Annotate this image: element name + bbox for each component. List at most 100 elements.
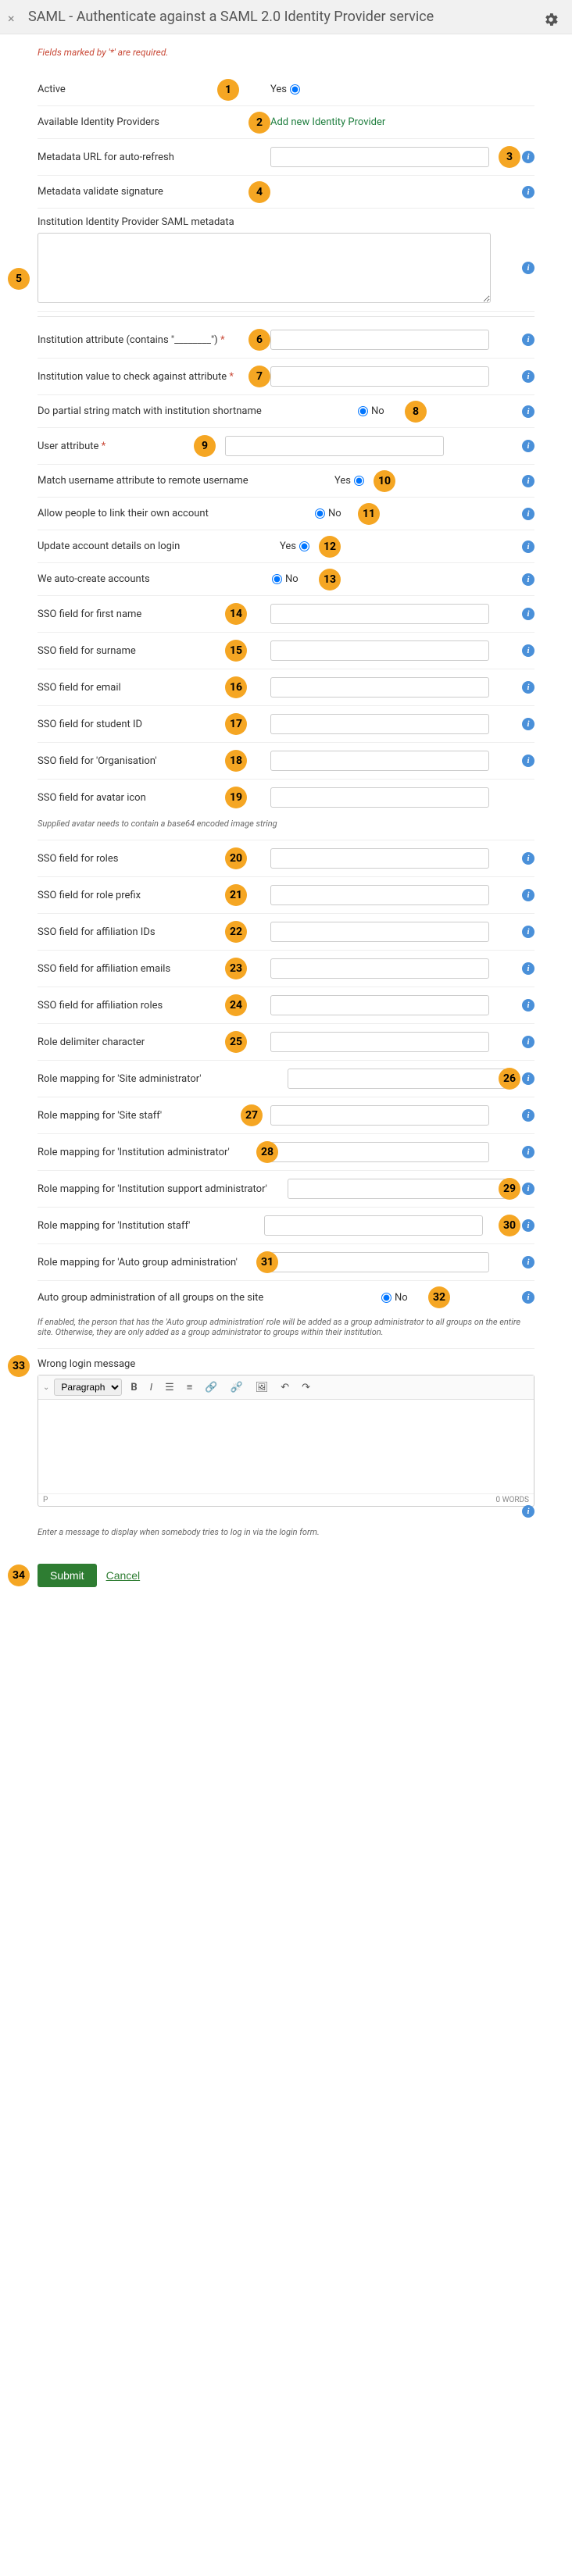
italic-icon[interactable]: I (146, 1380, 156, 1395)
label-update-account: Update account details on login (38, 541, 280, 552)
label-rolemap-autogroup: Role mapping for 'Auto group administrat… (38, 1257, 270, 1268)
sso-aff-emails-input[interactable] (270, 958, 489, 979)
allow-link-no[interactable]: No (315, 508, 341, 519)
paragraph-select[interactable]: Paragraph (54, 1379, 122, 1396)
badge-20: 20 (225, 847, 247, 869)
match-username-yes[interactable]: Yes (334, 475, 364, 487)
close-icon[interactable]: × (8, 11, 15, 26)
info-icon[interactable]: i (522, 1219, 534, 1232)
info-icon[interactable]: i (522, 475, 534, 487)
institution-value-input[interactable] (270, 366, 489, 387)
badge-23: 23 (225, 958, 247, 979)
field-rolemap-inststaff: 30 Role mapping for 'Institution staff' … (38, 1208, 534, 1244)
field-sso-student: 17 SSO field for student ID i (38, 706, 534, 743)
field-sso-avatar: 19 SSO field for avatar icon (38, 780, 534, 815)
info-icon[interactable]: i (522, 541, 534, 553)
cogs-icon[interactable] (542, 11, 559, 32)
field-update-account: 12 Update account details on login Yes i (38, 530, 534, 563)
field-allow-link: 11 Allow people to link their own accoun… (38, 498, 534, 530)
rolemap-instadmin-input[interactable] (270, 1142, 489, 1162)
info-icon[interactable]: i (522, 718, 534, 730)
sso-avatar-input[interactable] (270, 787, 489, 808)
undo-icon[interactable]: ↶ (277, 1380, 293, 1395)
badge-15: 15 (225, 640, 247, 662)
rolemap-inststaff-input[interactable] (264, 1215, 483, 1236)
info-icon[interactable]: i (522, 151, 534, 163)
divider (38, 316, 534, 317)
info-icon[interactable]: i (522, 573, 534, 586)
rolemap-siteadmin-input[interactable] (288, 1069, 506, 1089)
user-attribute-input[interactable] (225, 436, 444, 456)
sso-student-input[interactable] (270, 714, 489, 734)
auto-create-no[interactable]: No (272, 573, 299, 585)
image-icon[interactable]: 🖼 (252, 1380, 273, 1395)
info-icon[interactable]: i (522, 1036, 534, 1048)
info-icon[interactable]: i (522, 1183, 534, 1195)
link-icon[interactable]: 🔗 (201, 1380, 221, 1395)
info-icon[interactable]: i (522, 508, 534, 520)
sso-surname-input[interactable] (270, 640, 489, 661)
bold-icon[interactable]: B (127, 1380, 141, 1395)
info-icon[interactable]: i (522, 370, 534, 383)
bullet-list-icon[interactable]: ☰ (161, 1380, 178, 1395)
sso-first-input[interactable] (270, 604, 489, 624)
info-icon[interactable]: i (522, 999, 534, 1011)
info-icon[interactable]: i (522, 440, 534, 452)
page-title: SAML - Authenticate against a SAML 2.0 I… (28, 8, 559, 26)
number-list-icon[interactable]: ≡ (183, 1379, 197, 1395)
field-metadata-validate: 4 Metadata validate signature i (38, 176, 534, 209)
sso-role-prefix-input[interactable] (270, 885, 489, 905)
rolemap-instsupport-input[interactable] (288, 1179, 506, 1199)
info-icon[interactable]: i (522, 1109, 534, 1122)
info-icon[interactable]: i (522, 186, 534, 198)
info-icon[interactable]: i (522, 644, 534, 657)
badge-13: 13 (319, 569, 341, 590)
rolemap-autogroup-input[interactable] (270, 1252, 489, 1272)
institution-metadata-textarea[interactable] (38, 233, 491, 303)
required-note: Fields marked by '*' are required. (38, 47, 534, 58)
info-icon[interactable]: i (522, 889, 534, 901)
partial-match-no[interactable]: No (358, 405, 384, 417)
info-icon[interactable]: i (522, 681, 534, 694)
info-icon[interactable]: i (522, 1146, 534, 1158)
info-icon[interactable]: i (522, 1256, 534, 1268)
info-icon[interactable]: i (522, 926, 534, 938)
update-account-yes[interactable]: Yes (280, 541, 309, 552)
role-delim-input[interactable] (270, 1032, 489, 1052)
field-sso-surname: 15 SSO field for surname i (38, 633, 534, 669)
info-icon[interactable]: i (522, 1291, 534, 1304)
sso-org-input[interactable] (270, 751, 489, 771)
badge-1: 1 (217, 79, 239, 101)
rolemap-sitestaff-input[interactable] (270, 1105, 489, 1126)
info-icon[interactable]: i (522, 852, 534, 865)
active-yes[interactable]: Yes (270, 84, 300, 95)
info-icon[interactable]: i (522, 1072, 534, 1085)
info-icon[interactable]: i (522, 1505, 534, 1518)
field-rolemap-sitestaff: 27 Role mapping for 'Site staff' i (38, 1097, 534, 1134)
autogroup-all-no[interactable]: No (381, 1292, 408, 1304)
info-icon[interactable]: i (522, 262, 534, 274)
institution-attribute-input[interactable] (270, 330, 489, 350)
info-icon[interactable]: i (522, 405, 534, 418)
badge-2: 2 (248, 112, 270, 134)
info-icon[interactable]: i (522, 608, 534, 620)
submit-button[interactable]: Submit (38, 1564, 97, 1587)
field-sso-email: 16 SSO field for email i (38, 669, 534, 706)
metadata-url-input[interactable] (270, 147, 489, 167)
add-new-idp-link[interactable]: Add new Identity Provider (270, 116, 385, 128)
cancel-button[interactable]: Cancel (106, 1569, 141, 1582)
label-autogroup-all: Auto group administration of all groups … (38, 1292, 381, 1304)
sso-email-input[interactable] (270, 677, 489, 698)
info-icon[interactable]: i (522, 334, 534, 346)
info-icon[interactable]: i (522, 962, 534, 975)
badge-27: 27 (241, 1104, 263, 1126)
sso-roles-input[interactable] (270, 848, 489, 869)
unlink-icon[interactable]: ⛓️‍💥 (227, 1380, 247, 1395)
badge-6: 6 (248, 329, 270, 351)
sso-aff-ids-input[interactable] (270, 922, 489, 942)
editor-body[interactable] (38, 1400, 534, 1493)
info-icon[interactable]: i (522, 755, 534, 767)
sso-aff-roles-input[interactable] (270, 995, 489, 1015)
chevron-down-icon[interactable]: ⌄ (43, 1383, 49, 1392)
redo-icon[interactable]: ↷ (298, 1380, 314, 1395)
